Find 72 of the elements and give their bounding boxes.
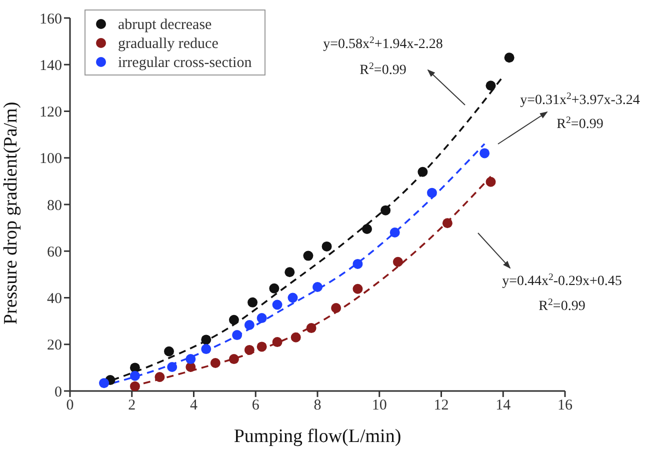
x-tick-label: 8	[314, 398, 322, 414]
point	[272, 337, 282, 348]
point	[380, 205, 391, 216]
y-axis-title: Pressure drop gradient(Pa/m)	[0, 102, 22, 324]
point	[486, 80, 496, 91]
annotation: R$^{2}$=0.99	[556, 114, 604, 132]
legend-label: irregular cross-section	[118, 55, 252, 71]
legend-label: abrupt decrease	[118, 17, 212, 33]
annotation: y=0.31x$^{2}$+3.97x-3.24	[520, 90, 640, 108]
point	[130, 370, 140, 381]
point	[256, 313, 267, 324]
point	[130, 381, 140, 391]
point	[312, 282, 322, 292]
point	[284, 267, 295, 278]
point	[288, 292, 298, 303]
point	[256, 342, 267, 352]
point	[418, 166, 428, 177]
point	[352, 258, 363, 269]
point	[272, 300, 282, 310]
point	[228, 314, 239, 325]
point	[442, 218, 452, 228]
x-tick-label: 16	[558, 398, 573, 414]
y-tick-label: 40	[47, 291, 62, 308]
point	[244, 344, 254, 355]
point	[167, 362, 178, 372]
point	[186, 354, 196, 364]
point	[248, 297, 258, 308]
legend-label: gradually reduce	[118, 36, 219, 52]
point	[269, 283, 280, 294]
annotation: R$^{2}$=0.99	[360, 60, 406, 78]
point	[390, 227, 400, 238]
point	[154, 372, 165, 382]
point	[228, 354, 239, 364]
point	[504, 52, 514, 63]
point	[290, 332, 301, 342]
point	[322, 241, 332, 252]
x-tick-label: 14	[496, 398, 512, 414]
annotation: y=0.58x$^{2}$+1.94x-2.28	[323, 34, 443, 52]
point	[303, 250, 314, 261]
y-tick-label: 100	[40, 151, 62, 168]
x-axis-title: Pumping flow(L/min)	[234, 426, 402, 447]
point	[130, 362, 140, 373]
point	[331, 303, 342, 314]
point	[486, 176, 496, 187]
y-tick-label: 140	[40, 58, 62, 74]
point	[164, 346, 174, 356]
point	[426, 188, 437, 198]
point	[201, 344, 212, 354]
point	[480, 148, 490, 158]
y-tick-label: 60	[47, 244, 62, 260]
y-tick-label: 80	[47, 198, 62, 214]
point	[392, 256, 403, 267]
x-tick-label: 0	[66, 398, 74, 414]
x-tick-label: 6	[252, 398, 260, 414]
x-tick-label: 12	[434, 398, 449, 414]
x-tick-label: 2	[128, 398, 136, 414]
x-tick-label: 4	[190, 398, 198, 414]
annotation: y=0.44x$^{2}$-0.29x+0.45	[502, 272, 622, 289]
point	[201, 334, 212, 345]
point	[99, 378, 110, 388]
x-tick-label: 10	[372, 398, 387, 414]
point	[362, 224, 372, 234]
point	[306, 323, 316, 334]
point	[352, 284, 363, 294]
y-tick-label: 120	[40, 104, 62, 121]
y-tick-label: 0	[54, 384, 62, 400]
point	[232, 330, 242, 340]
point	[244, 320, 254, 330]
y-tick-label: 160	[40, 11, 62, 28]
point	[210, 358, 220, 368]
annotation: R$^{2}$=0.99	[538, 296, 586, 314]
y-tick-label: 20	[47, 338, 62, 354]
